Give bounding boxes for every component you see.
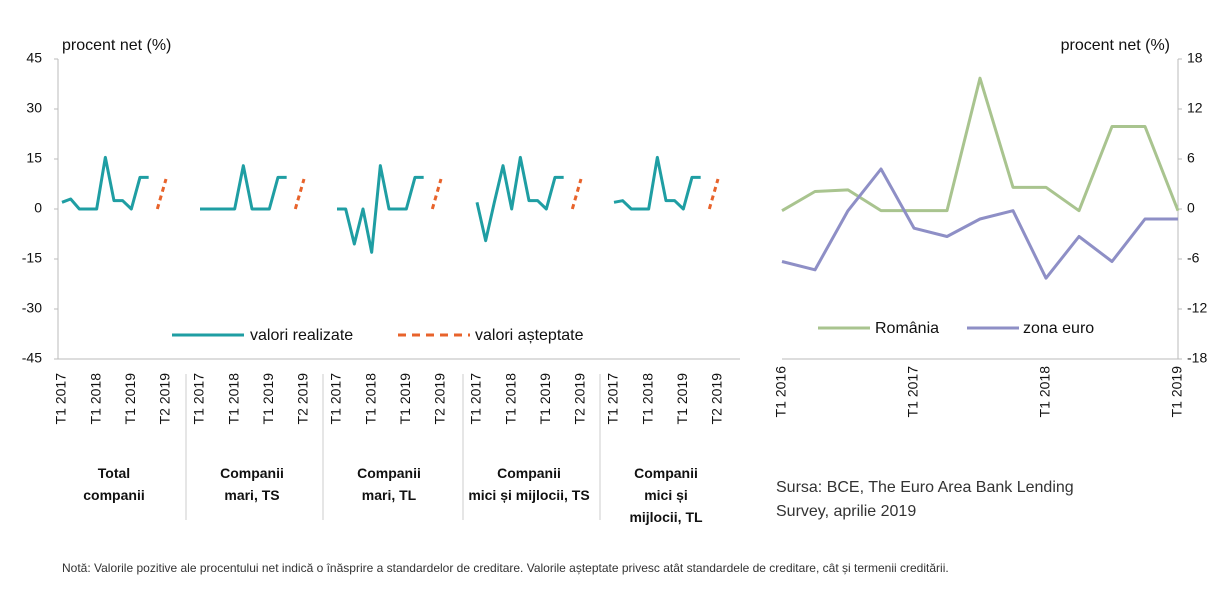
- x-tick-label: T1 2018: [87, 373, 103, 425]
- y-axis-label: procent net (%): [1061, 37, 1170, 54]
- y-tick-label: 0: [34, 200, 42, 216]
- group-label: Companii mici și mijlocii, TS: [468, 465, 590, 503]
- x-tick-label: T1 2016: [773, 366, 789, 418]
- legend-label: România: [875, 320, 939, 337]
- x-tick-label: T1 2019: [397, 373, 413, 425]
- x-tick-label: T1 2018: [225, 373, 241, 425]
- group-label: Companii mari, TL: [357, 465, 421, 503]
- series-line: [475, 155, 564, 243]
- y-tick-label: -6: [1187, 250, 1200, 266]
- series-line: [61, 155, 149, 211]
- x-tick-label: T1 2017: [53, 373, 69, 425]
- y-tick-label: 30: [26, 100, 42, 116]
- y-tick-label: 45: [26, 50, 42, 66]
- x-tick-label: T1 2017: [191, 373, 207, 425]
- x-tick-label: T2 2019: [295, 373, 311, 425]
- y-tick-label: 18: [1187, 50, 1203, 66]
- y-tick-label: 12: [1187, 100, 1203, 116]
- x-tick-label: T2 2019: [157, 373, 173, 425]
- y-tick-label: -12: [1187, 300, 1207, 316]
- y-tick-label: -15: [22, 250, 42, 266]
- x-tick-label: T1 2019: [674, 373, 690, 425]
- note: Notă: Valorile pozitive ale procentului …: [62, 561, 949, 575]
- x-tick-label: T1 2017: [328, 373, 344, 425]
- series-line: [293, 178, 306, 210]
- x-tick-label: T2 2019: [709, 373, 725, 425]
- y-tick-label: 0: [1187, 200, 1195, 216]
- x-tick-label: T2 2019: [432, 373, 448, 425]
- x-tick-label: T1 2019: [1169, 366, 1185, 418]
- series-line: [430, 178, 443, 210]
- y-tick-label: 15: [26, 150, 42, 166]
- x-tick-label: T1 2017: [468, 373, 484, 425]
- group-label: Companii mari, TS: [220, 465, 284, 503]
- x-tick-label: T1 2019: [260, 373, 276, 425]
- legend-label: valori realizate: [250, 327, 353, 344]
- x-tick-label: T1 2019: [537, 373, 553, 425]
- legend-label: zona euro: [1023, 320, 1094, 337]
- x-tick-label: T2 2019: [572, 373, 588, 425]
- y-tick-label: 6: [1187, 150, 1195, 166]
- x-tick-label: T1 2017: [605, 373, 621, 425]
- group-label: Total companii: [83, 465, 145, 503]
- x-tick-label: T1 2018: [362, 373, 378, 425]
- y-axis-label: procent net (%): [62, 37, 171, 54]
- series-line: [707, 178, 720, 210]
- series-line: [781, 167, 1178, 280]
- series-line: [613, 155, 701, 211]
- series-line: [781, 76, 1180, 213]
- series-line: [337, 164, 424, 254]
- x-tick-label: T1 2018: [1037, 366, 1053, 418]
- x-tick-label: T1 2019: [122, 373, 138, 425]
- y-tick-label: -18: [1187, 350, 1207, 366]
- source: Sursa: BCE, The Euro Area Bank Lending S…: [776, 479, 1074, 520]
- legend-label: valori așteptate: [475, 327, 584, 344]
- x-tick-label: T1 2018: [639, 373, 655, 425]
- series-line: [200, 164, 287, 211]
- x-tick-label: T1 2018: [502, 373, 518, 425]
- y-tick-label: -30: [22, 300, 42, 316]
- series-line: [155, 178, 168, 210]
- series-line: [570, 178, 583, 210]
- group-label: Companii mici și mijlocii, TL: [629, 465, 703, 525]
- x-tick-label: T1 2017: [905, 366, 921, 418]
- y-tick-label: -45: [22, 350, 42, 366]
